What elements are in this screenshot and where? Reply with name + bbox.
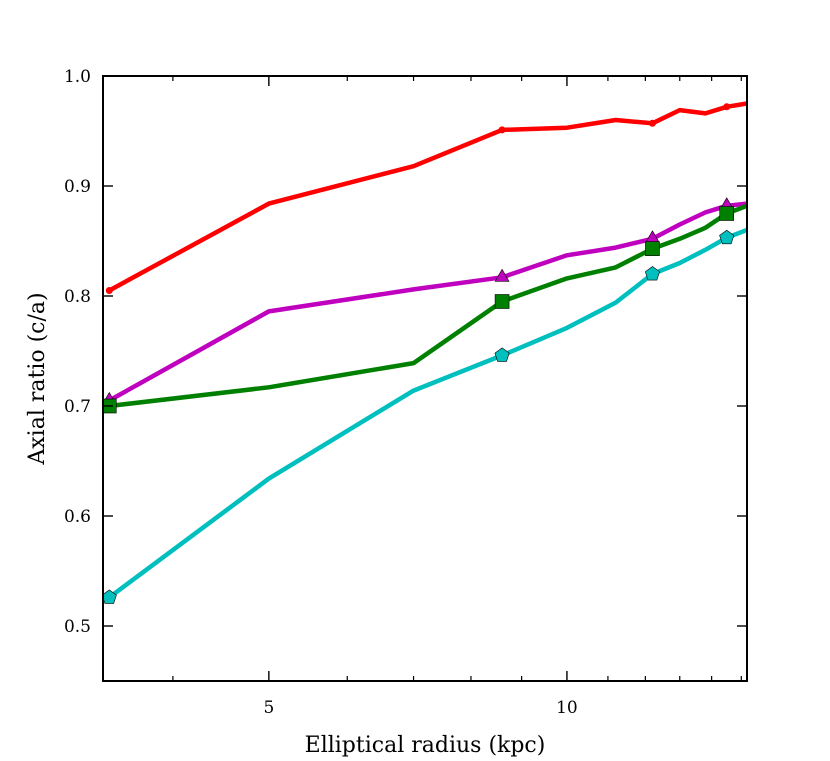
marker-red-1 bbox=[498, 126, 506, 134]
y-axis-label: Axial ratio (c/a) bbox=[25, 292, 50, 465]
y-tick-label-0.8: 0.8 bbox=[64, 287, 91, 307]
marker-red-2 bbox=[648, 119, 656, 127]
plot-frame bbox=[102, 75, 748, 682]
marker-green-1 bbox=[494, 294, 510, 309]
marker-magenta-1 bbox=[494, 268, 510, 282]
series-line-magenta bbox=[108, 201, 747, 403]
x-tick-label-10: 10 bbox=[556, 698, 578, 718]
tick-layer: 5 10 0.5 0.6 0.7 0.8 0.9 1.0 bbox=[64, 67, 747, 718]
marker-cyan-3 bbox=[719, 229, 735, 245]
marker-cyan-1 bbox=[494, 347, 510, 362]
y-tick-label-0.5: 0.5 bbox=[64, 617, 91, 637]
series-line-green bbox=[109, 203, 747, 409]
marker-red-3 bbox=[723, 103, 731, 111]
series-line-red bbox=[108, 101, 747, 293]
marker-green-2 bbox=[645, 241, 660, 256]
x-tick-label-5: 5 bbox=[263, 698, 274, 718]
y-tick-label-1.0: 1.0 bbox=[64, 67, 91, 87]
series-line-cyan bbox=[107, 227, 747, 600]
series-layer bbox=[107, 101, 747, 600]
marker-red-0 bbox=[105, 287, 113, 294]
y-tick-label-0.6: 0.6 bbox=[64, 507, 91, 527]
marker-layer bbox=[101, 103, 735, 604]
y-tick-label-0.7: 0.7 bbox=[64, 397, 91, 417]
marker-cyan-2 bbox=[644, 266, 660, 281]
x-axis-label: Elliptical radius (kpc) bbox=[305, 733, 546, 758]
label-layer: Elliptical radius (kpc) Axial ratio (c/a… bbox=[25, 292, 545, 758]
y-tick-label-0.9: 0.9 bbox=[64, 177, 91, 197]
marker-green-3 bbox=[719, 206, 735, 221]
